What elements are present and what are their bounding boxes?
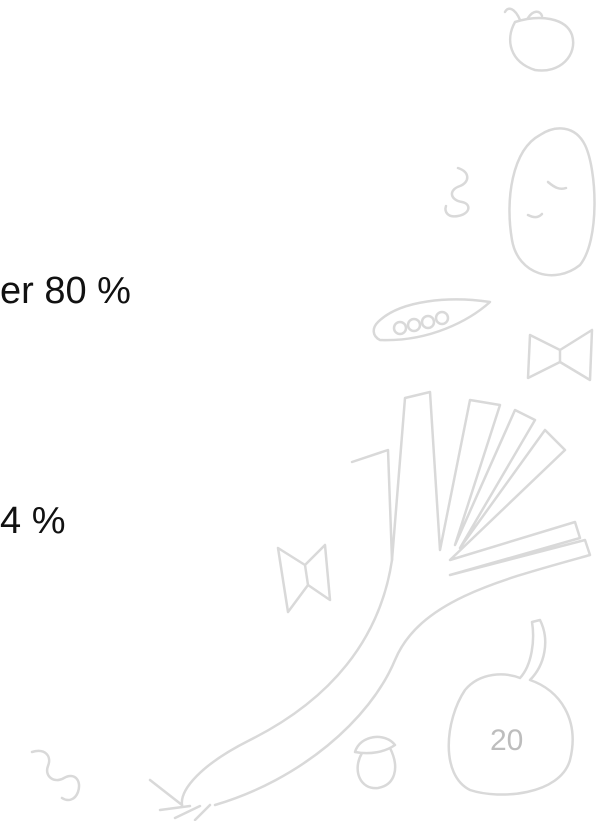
pea bbox=[434, 310, 450, 326]
strawberry-leaf bbox=[503, 7, 544, 22]
page-number: 20 bbox=[490, 724, 524, 757]
potato-eyes bbox=[526, 180, 568, 219]
pea bbox=[420, 314, 436, 330]
potato bbox=[508, 127, 596, 277]
body-text: 4 % bbox=[0, 500, 66, 542]
pasta-squiggle bbox=[444, 166, 470, 218]
pasta-squiggle bbox=[30, 749, 81, 802]
leek-stalk bbox=[180, 448, 394, 807]
pepper bbox=[447, 618, 574, 796]
mushroom bbox=[353, 735, 397, 790]
pea-pod bbox=[372, 298, 492, 342]
leek-roots bbox=[148, 778, 212, 821]
pasta-bowtie bbox=[276, 543, 332, 614]
pea bbox=[392, 320, 408, 336]
pasta-bowtie bbox=[526, 328, 594, 382]
body-text: er 80 % bbox=[0, 270, 131, 312]
strawberry bbox=[508, 16, 575, 72]
leek-leaves bbox=[213, 390, 592, 807]
pea bbox=[406, 317, 422, 333]
